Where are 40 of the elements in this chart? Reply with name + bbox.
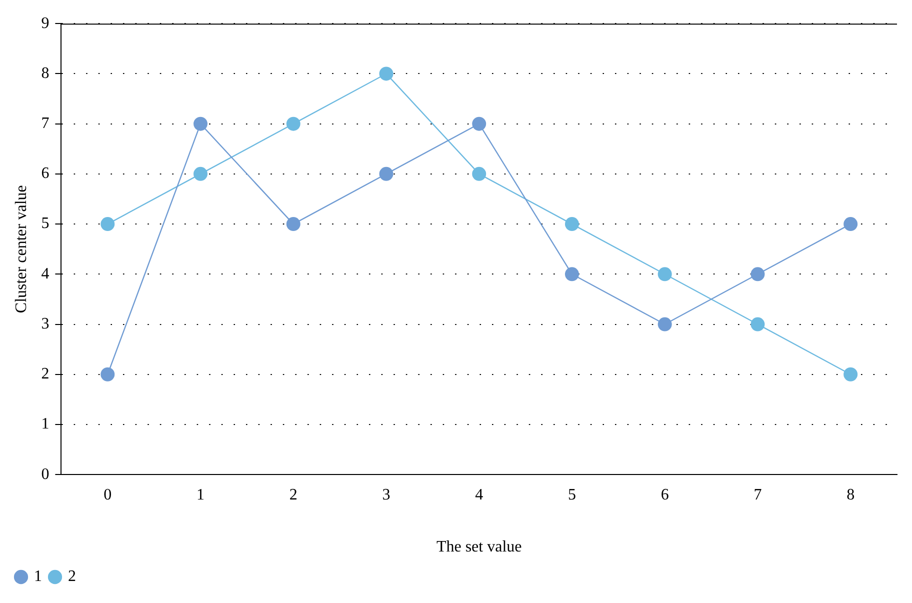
y-tick-label: 6 — [41, 165, 50, 182]
x-tick-label: 5 — [568, 486, 576, 504]
x-tick-label: 6 — [660, 486, 669, 504]
y-tick-label: 0 — [41, 466, 50, 483]
point — [100, 217, 115, 232]
x-tick-label: 3 — [382, 486, 390, 504]
x-tick-label: 7 — [754, 486, 762, 504]
y-tick-label: 8 — [41, 64, 50, 82]
y-tick-label: 3 — [41, 315, 50, 332]
point — [844, 217, 858, 232]
point — [286, 217, 300, 232]
point — [472, 166, 486, 181]
point — [194, 166, 208, 181]
x-tick-label: 0 — [104, 486, 112, 504]
x-tick-label: 4 — [475, 486, 484, 504]
y-tick-label: 9 — [41, 14, 50, 32]
point — [564, 267, 579, 282]
y-tick-label: 4 — [41, 265, 50, 282]
y-tick-label: 7 — [41, 115, 50, 132]
point — [750, 267, 765, 282]
x-tick-label: 8 — [846, 486, 855, 504]
point — [750, 317, 765, 332]
point — [844, 367, 858, 382]
point — [472, 116, 486, 131]
y-tick-label: 1 — [41, 416, 50, 433]
x-tick-label: 1 — [196, 486, 204, 504]
point — [658, 267, 672, 282]
x-axis-title: The set value — [436, 538, 522, 556]
y-axis-title: Cluster center value — [12, 185, 30, 314]
point — [286, 116, 300, 131]
point — [194, 116, 208, 131]
y-tick-label: 5 — [41, 215, 50, 232]
point — [379, 66, 394, 81]
point — [379, 166, 394, 181]
point — [100, 367, 115, 382]
point — [564, 217, 579, 232]
y-tick-label: 2 — [41, 366, 50, 383]
legend-label: 2 — [68, 568, 76, 586]
point — [658, 317, 672, 332]
x-tick-label: 2 — [289, 486, 298, 504]
